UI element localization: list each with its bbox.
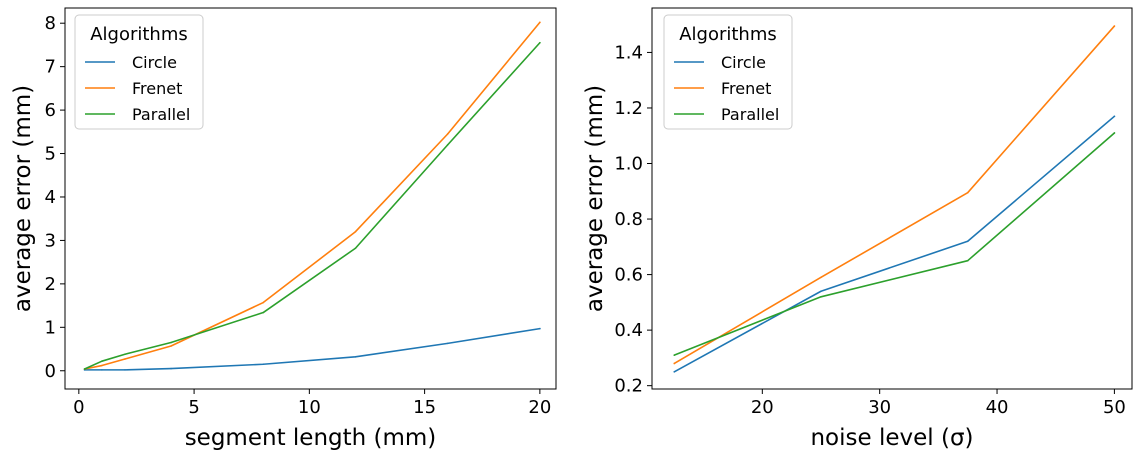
y-tick-label: 5 bbox=[45, 144, 56, 165]
series-line-circle bbox=[673, 115, 1116, 373]
data-point-circle bbox=[820, 290, 822, 293]
x-tick-label: 10 bbox=[298, 397, 321, 418]
plot-frame bbox=[64, 7, 557, 390]
data-point-parallel bbox=[820, 296, 822, 298]
series-line-circle bbox=[83, 327, 541, 371]
data-point-frenet bbox=[101, 364, 103, 367]
data-point-circle bbox=[101, 369, 103, 371]
data-point-circle bbox=[446, 342, 449, 345]
series-line-frenet bbox=[673, 25, 1116, 365]
y-tick-label: 1.4 bbox=[614, 42, 643, 63]
y-tick-label: 4 bbox=[45, 187, 56, 208]
y-axis-label: average error (mm) bbox=[10, 85, 36, 312]
data-point-parallel bbox=[446, 144, 449, 146]
legend-title: Algorithms bbox=[679, 24, 777, 45]
legend-box bbox=[74, 14, 204, 130]
y-tick-label: 0.4 bbox=[614, 320, 643, 341]
data-point-frenet bbox=[966, 191, 969, 194]
data-point-circle bbox=[966, 240, 969, 243]
legend-label-frenet: Frenet bbox=[132, 79, 182, 98]
legend-box bbox=[663, 14, 793, 130]
y-tick-label: 1.2 bbox=[614, 98, 643, 119]
data-point-frenet bbox=[539, 21, 541, 24]
data-point-circle bbox=[170, 367, 172, 370]
y-tick-label: 7 bbox=[45, 57, 56, 78]
y-tick-label: 0.6 bbox=[614, 265, 643, 286]
data-point-parallel bbox=[101, 360, 103, 362]
x-axis-label: segment length (mm) bbox=[185, 425, 437, 451]
data-point-circle bbox=[262, 363, 265, 366]
y-tick-label: 0.2 bbox=[614, 376, 643, 397]
data-point-frenet bbox=[354, 230, 357, 233]
data-point-parallel bbox=[966, 259, 969, 262]
data-point-circle bbox=[124, 369, 126, 371]
data-point-frenet bbox=[446, 133, 449, 135]
legend: Algorithms Circle Frenet Parallel bbox=[663, 14, 793, 130]
chart-panel-1: 0 5 10 15 20 0 1 2 3 4 5 6 7 8 segment length (mm) aver… bbox=[10, 7, 557, 451]
y-axis-label: average error (mm) bbox=[582, 85, 608, 312]
legend-title: Algorithms bbox=[90, 24, 188, 45]
data-point-parallel bbox=[262, 311, 265, 314]
plot-frame bbox=[651, 7, 1133, 390]
y-tick-label: 0 bbox=[45, 361, 56, 382]
y-tick-label: 8 bbox=[45, 13, 56, 34]
legend-label-parallel: Parallel bbox=[132, 105, 190, 124]
data-point-parallel bbox=[170, 341, 172, 344]
y-tick-label: 0.8 bbox=[614, 209, 643, 230]
series-line-parallel bbox=[673, 132, 1116, 356]
x-tick-label: 20 bbox=[751, 397, 774, 418]
y-tick-label: 6 bbox=[45, 100, 56, 121]
legend: Algorithms Circle Frenet Parallel bbox=[74, 14, 204, 130]
data-point-frenet bbox=[170, 345, 172, 347]
data-point-frenet bbox=[124, 358, 126, 360]
data-point-parallel bbox=[83, 368, 86, 370]
x-tick-label: 20 bbox=[528, 397, 551, 418]
data-point-frenet bbox=[262, 301, 265, 304]
data-point-parallel bbox=[539, 41, 541, 44]
y-tick-label: 1 bbox=[45, 317, 56, 338]
y-tick-label: 1.0 bbox=[614, 154, 643, 175]
data-point-parallel bbox=[673, 354, 676, 356]
series-line-frenet bbox=[83, 21, 541, 370]
x-tick-label: 5 bbox=[188, 397, 199, 418]
data-point-frenet bbox=[820, 276, 822, 279]
legend-label-circle: Circle bbox=[721, 53, 766, 72]
data-point-circle bbox=[1113, 115, 1116, 118]
y-tick-label: 3 bbox=[45, 230, 56, 251]
legend-label-parallel: Parallel bbox=[721, 105, 779, 124]
data-point-parallel bbox=[124, 353, 126, 356]
data-point-circle bbox=[673, 370, 676, 373]
x-tick-label: 40 bbox=[986, 397, 1009, 418]
chart-panel-2: 20 30 40 50 0.2 0.4 0.6 0.8 1.0 1.2 1.4 noise level… bbox=[582, 7, 1133, 451]
x-tick-label: 50 bbox=[1103, 397, 1126, 418]
y-tick-label: 2 bbox=[45, 274, 56, 295]
legend-label-frenet: Frenet bbox=[721, 79, 771, 98]
legend-label-circle: Circle bbox=[132, 53, 177, 72]
x-axis-label: noise level (σ) bbox=[810, 425, 973, 451]
data-point-frenet bbox=[1113, 25, 1116, 27]
data-point-circle bbox=[539, 327, 541, 330]
x-tick-label: 30 bbox=[868, 397, 891, 418]
x-tick-label: 0 bbox=[73, 397, 84, 418]
series-line-parallel bbox=[83, 41, 541, 370]
x-tick-label: 15 bbox=[413, 397, 436, 418]
data-point-circle bbox=[354, 356, 357, 358]
data-point-parallel bbox=[1113, 132, 1116, 134]
data-point-frenet bbox=[673, 362, 676, 365]
data-point-parallel bbox=[354, 247, 357, 250]
